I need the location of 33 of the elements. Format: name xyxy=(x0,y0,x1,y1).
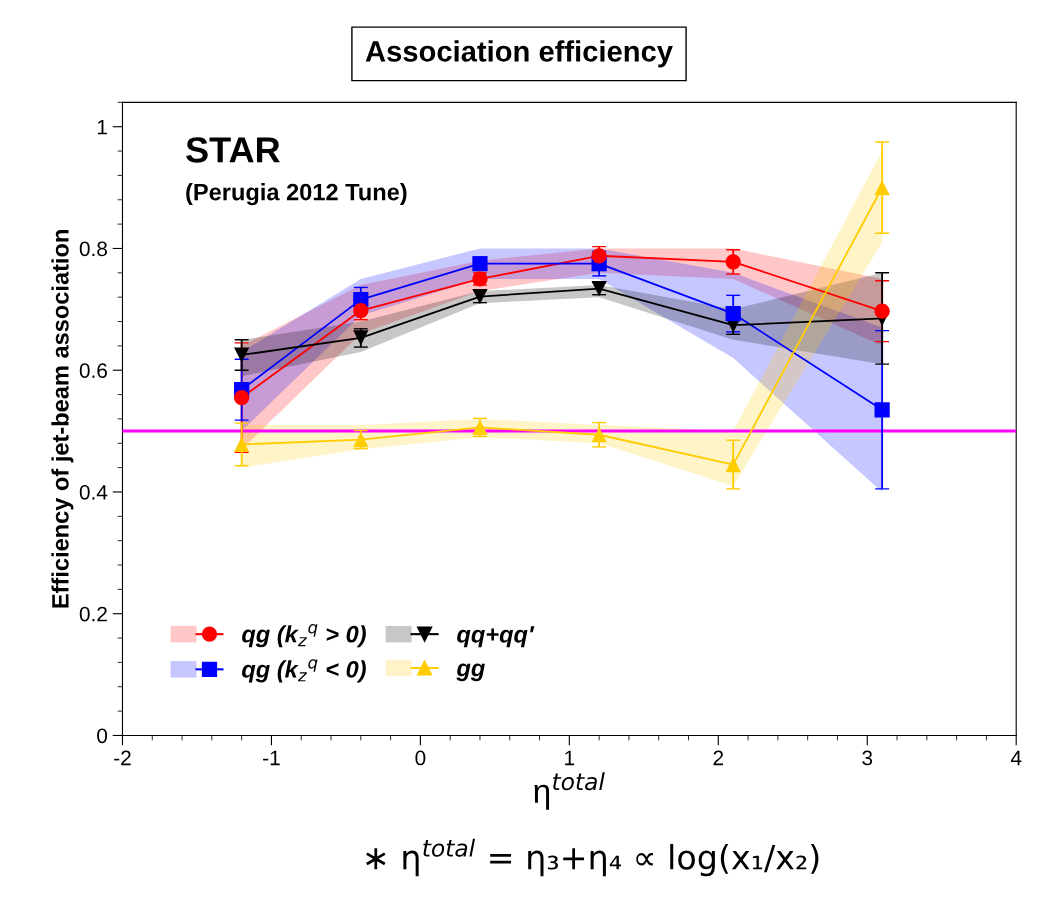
point xyxy=(874,179,890,196)
point xyxy=(234,347,250,363)
legend-label: qq+qq′ xyxy=(457,626,535,648)
legend-label: gg xyxy=(456,663,485,682)
point xyxy=(472,256,488,272)
x-axis-title: η$^{total}$ xyxy=(534,772,605,810)
x-tick-label: 3 xyxy=(862,750,873,766)
point xyxy=(234,436,250,453)
point xyxy=(874,402,890,418)
point xyxy=(725,456,741,473)
point xyxy=(874,303,890,319)
y-tick-label: 0.8 xyxy=(79,241,107,257)
legend-label: qg (k$_{z}$$^{q}$ < 0) xyxy=(242,659,366,683)
point xyxy=(725,306,741,322)
x-tick-label: 1 xyxy=(565,750,575,766)
x-tick-label: 0 xyxy=(415,750,426,766)
y-axis-title: Efficiency of jet-beam association xyxy=(51,230,74,608)
legend-label: qg (k$_{z}$$^{q}$ > 0) xyxy=(242,624,366,648)
y-tick-label: 0.6 xyxy=(79,363,107,378)
x-tick-label: -2 xyxy=(114,750,131,766)
y-tick-label: 0 xyxy=(97,728,108,744)
annotation: STAR xyxy=(186,137,280,163)
point xyxy=(234,390,250,406)
y-tick-label: 1 xyxy=(97,119,107,135)
x-tick-label: 2 xyxy=(713,750,724,766)
y-tick-label: 0.2 xyxy=(79,606,107,622)
annotation: (Perugia 2012 Tune) xyxy=(186,183,407,206)
y-tick-label: 0.4 xyxy=(79,484,108,500)
x-tick-label: -1 xyxy=(263,750,280,766)
point xyxy=(725,254,741,270)
x-tick-label: 4 xyxy=(1010,750,1022,766)
chart-title: Association efficiency xyxy=(365,40,673,68)
text: ∗ η$^{total}$ = η₃+η₄ ∝ log(x₁/x₂) xyxy=(366,838,819,877)
